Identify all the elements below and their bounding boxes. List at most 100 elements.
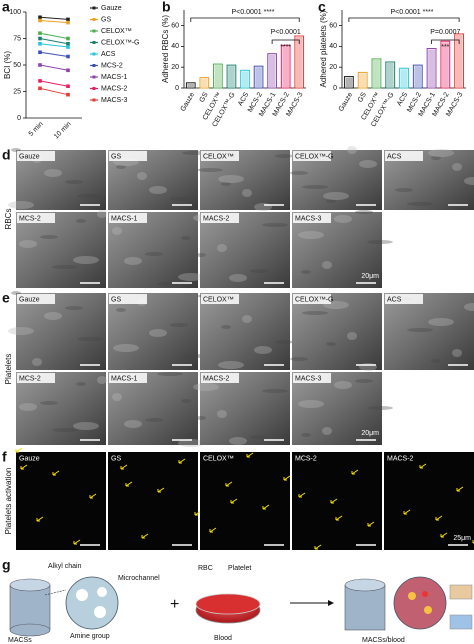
- arrow: [456, 486, 464, 492]
- annotation: Alkyl chain: [48, 563, 82, 570]
- bar-fill: [200, 78, 208, 87]
- label-bg: [293, 294, 331, 304]
- arrow: [246, 452, 254, 458]
- legend-label: Gauze: [101, 5, 122, 12]
- legend-marker: [92, 18, 96, 21]
- annotation: Platelet: [228, 565, 251, 572]
- x-tick-label: 10 min: [53, 121, 73, 141]
- legend-label: MCS-2: [101, 62, 123, 69]
- bar-fill: [282, 46, 290, 87]
- bar: [240, 69, 250, 89]
- texture: [19, 403, 37, 411]
- bar: [226, 64, 237, 89]
- texture: [221, 182, 231, 186]
- image-label: MACS-3: [295, 215, 322, 222]
- texture: [149, 186, 167, 194]
- marker: [38, 86, 42, 91]
- arrow: [52, 470, 60, 476]
- texture: [367, 240, 393, 244]
- texture: [218, 361, 244, 369]
- annotation: MACSs: [8, 637, 32, 644]
- micrograph: [200, 452, 290, 550]
- bar: [357, 71, 368, 89]
- line: [39, 43, 69, 48]
- texture: [428, 149, 454, 157]
- arrow: [335, 515, 343, 521]
- texture: [302, 311, 328, 315]
- x-tick-label: 5 min: [28, 121, 45, 138]
- scale-label: 20μm: [361, 430, 379, 437]
- texture: [32, 358, 42, 366]
- texture: [149, 329, 167, 337]
- arrow: [36, 516, 44, 522]
- legend-label: MACS-3: [101, 97, 128, 104]
- label-bg: [385, 294, 423, 304]
- micrograph: [108, 372, 198, 445]
- legend-label: GS: [101, 16, 111, 23]
- texture: [116, 165, 126, 169]
- micrograph: [16, 293, 106, 370]
- texture: [334, 215, 352, 223]
- bar-fill: [414, 66, 422, 87]
- line: [39, 38, 69, 45]
- texture: [19, 240, 37, 248]
- micrograph: [292, 372, 382, 445]
- texture: [464, 177, 474, 185]
- bar-fill: [268, 54, 276, 87]
- marker: [66, 45, 70, 49]
- arrow: [230, 498, 238, 504]
- texture: [52, 428, 78, 432]
- image-label: CELOX™: [203, 153, 234, 160]
- marker: [66, 36, 70, 41]
- legend-marker: [92, 52, 96, 56]
- marker: [66, 17, 70, 22]
- arrow: [178, 458, 186, 464]
- texture: [229, 437, 247, 445]
- texture: [124, 420, 142, 428]
- texture: [178, 439, 204, 447]
- texture: [407, 328, 433, 332]
- arrow: [120, 464, 128, 470]
- y-tick-label: 20: [171, 64, 179, 71]
- texture: [197, 168, 223, 172]
- bracket: [431, 39, 460, 44]
- image-label: CELOX™-G: [295, 153, 334, 160]
- arrow: [298, 492, 306, 498]
- micrograph: [292, 452, 382, 550]
- image-label: MCS-2: [19, 215, 41, 222]
- texture: [193, 383, 219, 391]
- texture: [290, 357, 308, 361]
- annotation: Microchannel: [118, 575, 160, 582]
- texture: [298, 400, 324, 408]
- bar-fill: [441, 42, 449, 87]
- panel-label: f: [2, 449, 7, 465]
- bar-fill: [228, 66, 235, 87]
- texture: [431, 156, 441, 160]
- label-bg: [293, 373, 331, 383]
- plus: +: [170, 596, 179, 613]
- panel-label: e: [2, 290, 10, 306]
- texture: [65, 306, 83, 310]
- y-tick-label: 40: [171, 43, 179, 50]
- texture: [322, 427, 332, 435]
- arrow: [367, 521, 375, 527]
- texture: [242, 189, 252, 197]
- texture: [77, 194, 103, 198]
- y-tick-label: 0: [17, 115, 21, 122]
- marker: [66, 20, 70, 25]
- texture: [347, 146, 357, 154]
- bar: [280, 44, 291, 89]
- texture: [73, 422, 99, 430]
- bar-fill: [255, 67, 262, 87]
- texture: [250, 269, 268, 273]
- label-bg: [201, 151, 239, 161]
- arrow: [330, 498, 338, 504]
- texture: [428, 318, 454, 326]
- bar: [426, 47, 437, 89]
- annotation: P=0.0007: [430, 29, 460, 36]
- legend-marker: [92, 41, 96, 44]
- texture: [275, 340, 293, 344]
- micrograph: [292, 212, 382, 288]
- x-tick-label: ACS: [237, 91, 250, 107]
- bar: [199, 77, 210, 89]
